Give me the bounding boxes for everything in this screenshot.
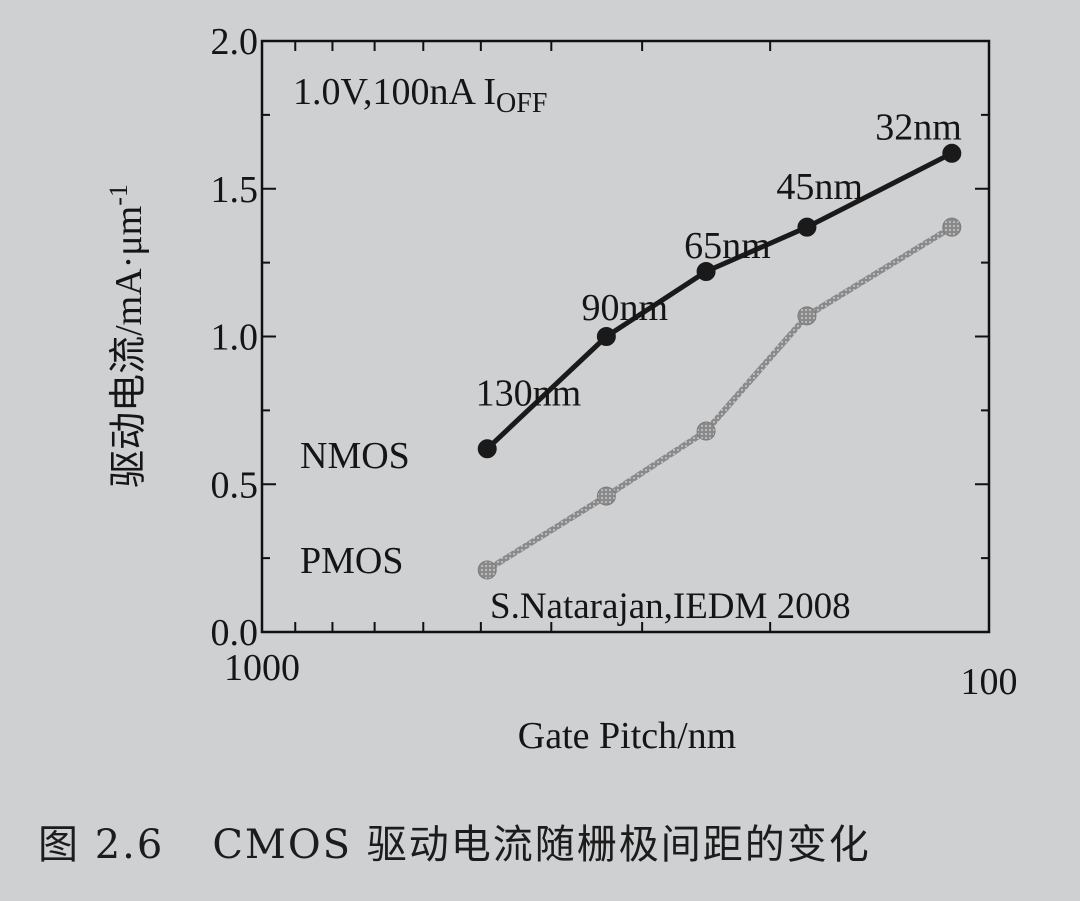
- data-point-nmos-4: [942, 143, 962, 163]
- legend-pmos: PMOS: [300, 540, 404, 582]
- y-tick-label-4: 2.0: [211, 21, 259, 63]
- node-label-1: 90nm: [581, 287, 668, 329]
- data-point-nmos-0: [477, 439, 497, 459]
- series-pmos: [477, 217, 962, 580]
- condition-annotation: 1.0V,100nA IOFF: [293, 71, 547, 119]
- x-tick-label-1: 100: [961, 661, 1018, 703]
- data-point-pmos-3: [797, 306, 817, 326]
- caption-label: 图 2.6: [38, 822, 165, 868]
- data-point-nmos-2: [696, 261, 716, 281]
- node-label-4: 32nm: [875, 107, 962, 149]
- y-tick-label-3: 1.5: [211, 169, 259, 211]
- node-label-0: 130nm: [476, 373, 582, 415]
- y-tick-label-0: 0.0: [211, 612, 259, 654]
- data-point-pmos-1: [596, 486, 616, 506]
- legend-nmos: NMOS: [300, 435, 410, 477]
- y-axis-label: 驱动电流/mA·μm-1: [104, 184, 150, 488]
- figure-caption: 图 2.6 CMOS 驱动电流随栅极间距的变化: [38, 812, 1068, 872]
- source-annotation: S.Natarajan,IEDM 2008: [490, 586, 851, 627]
- data-point-pmos-4: [942, 217, 962, 237]
- condition-subscript: OFF: [496, 88, 547, 119]
- x-tick-labels: 1000 100: [224, 647, 1018, 703]
- x-axis-label: Gate Pitch/nm: [518, 715, 736, 757]
- data-point-pmos-0: [477, 560, 497, 580]
- node-label-2: 65nm: [684, 225, 771, 267]
- data-point-nmos-1: [596, 327, 616, 346]
- y-tick-label-2: 1.0: [211, 317, 259, 359]
- series-nmos: [477, 143, 962, 459]
- y-tick-label-1: 0.5: [211, 464, 259, 506]
- caption-text: CMOS 驱动电流随栅极间距的变化: [212, 822, 871, 868]
- y-tick-labels: 0.0 0.5 1.0 1.5 2.0: [211, 21, 259, 654]
- y-axis-label-superscript: -1: [104, 184, 133, 206]
- x-tick-label-0: 1000: [224, 647, 300, 689]
- data-point-nmos-3: [797, 217, 817, 237]
- data-point-pmos-2: [696, 421, 716, 441]
- node-label-3: 45nm: [776, 166, 863, 208]
- axis-ticks: [262, 40, 989, 633]
- series-layer: [477, 143, 962, 580]
